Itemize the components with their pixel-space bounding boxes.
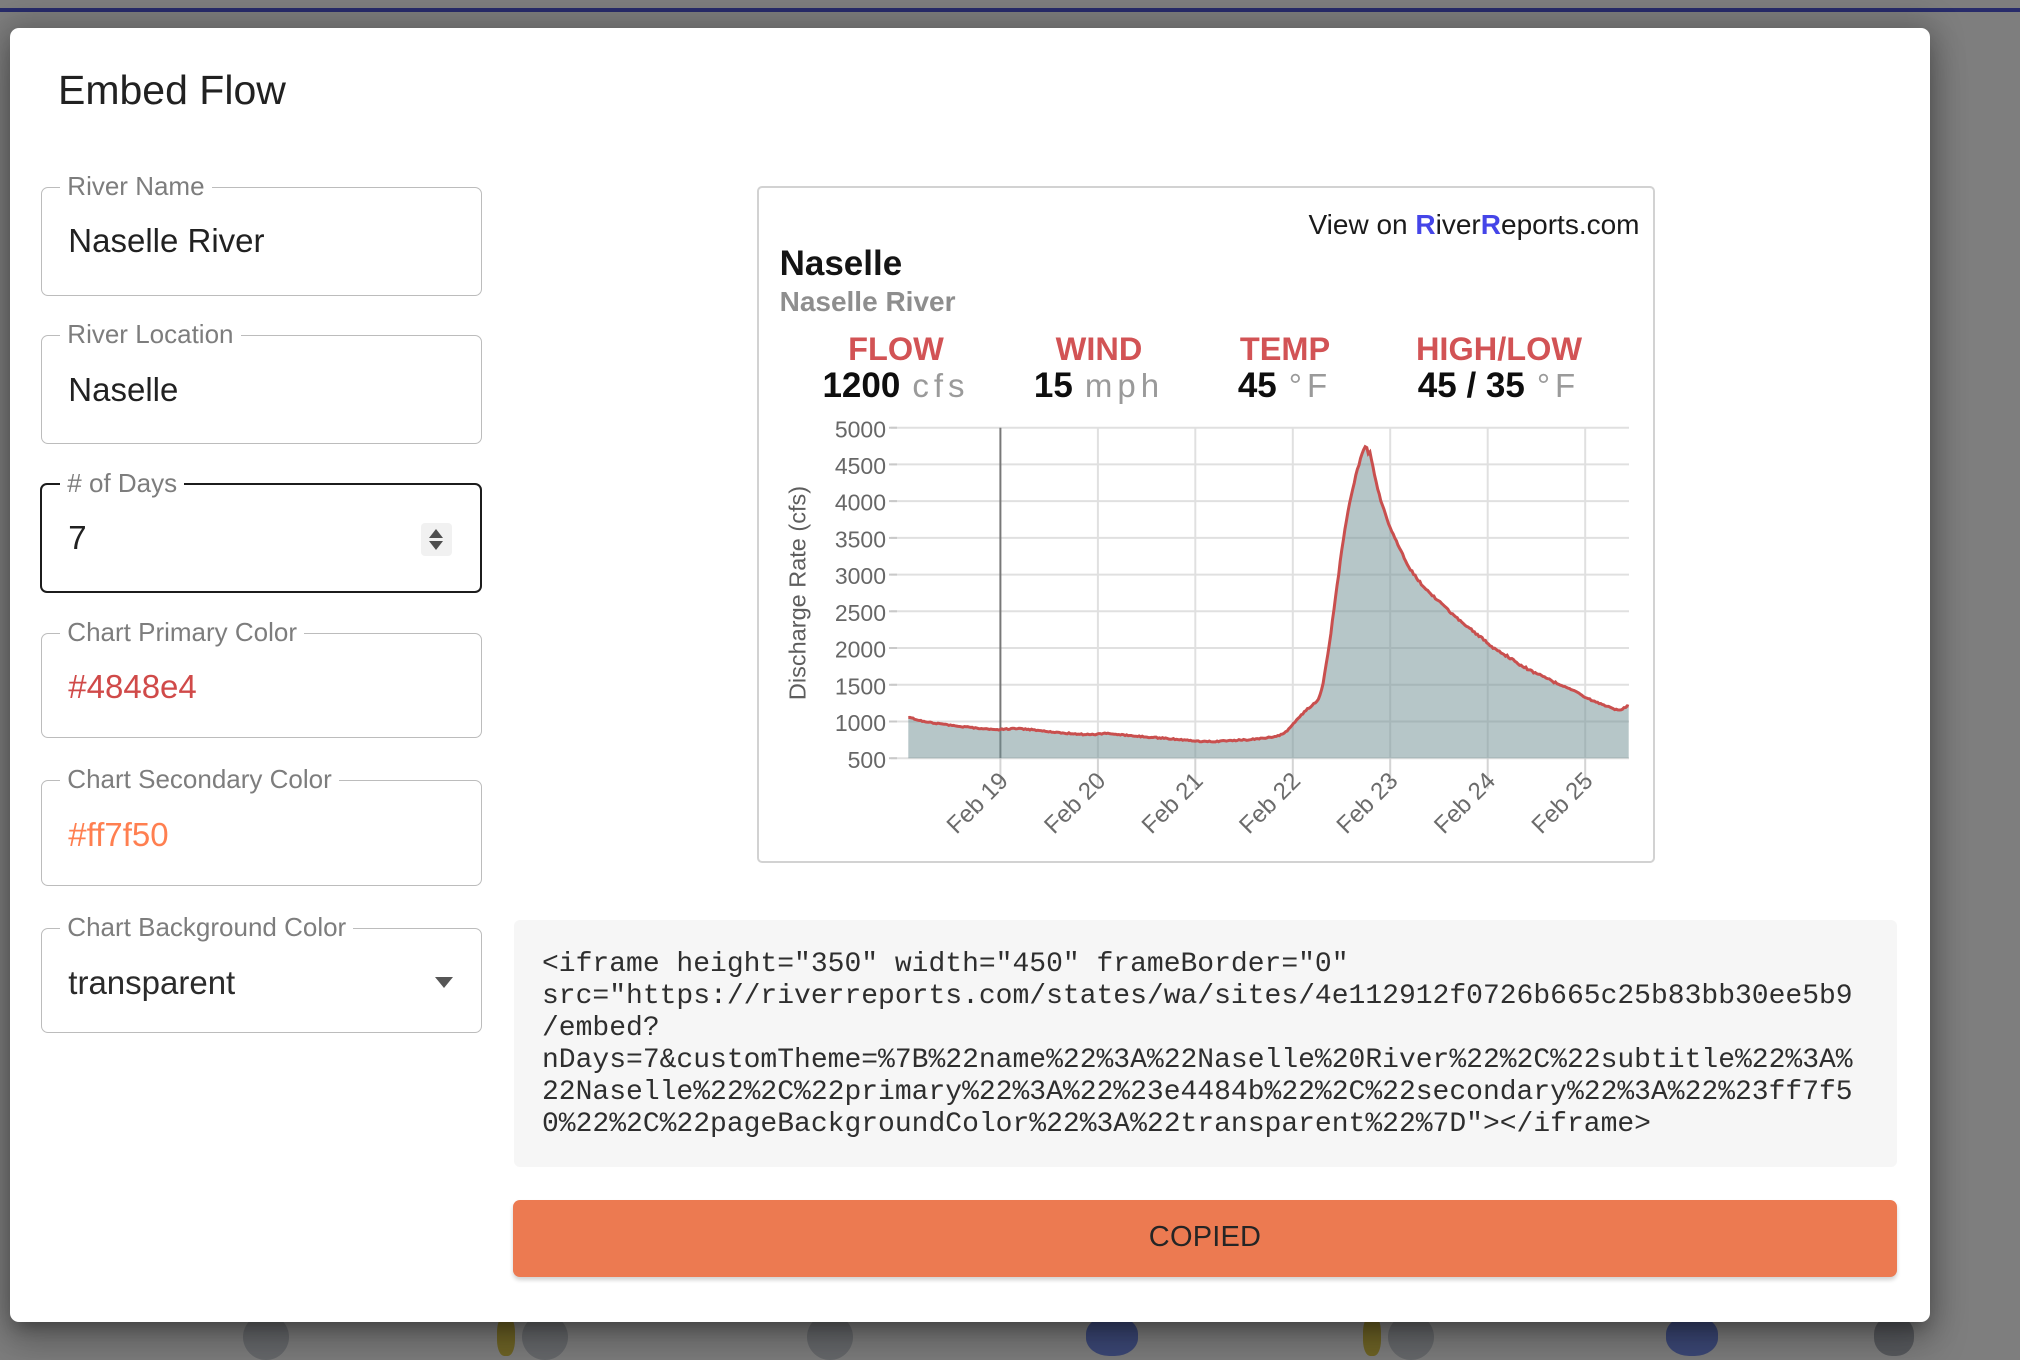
svg-text:1000: 1000 xyxy=(835,710,886,736)
svg-text:Feb 24: Feb 24 xyxy=(1429,767,1501,839)
svg-text:Feb 21: Feb 21 xyxy=(1137,767,1209,839)
svg-text:2000: 2000 xyxy=(835,637,886,663)
svg-text:3000: 3000 xyxy=(835,563,886,589)
svg-text:500: 500 xyxy=(848,747,886,773)
svg-text:4000: 4000 xyxy=(835,490,886,516)
svg-text:5000: 5000 xyxy=(835,416,886,442)
svg-text:Feb 19: Feb 19 xyxy=(942,767,1014,839)
svg-text:Feb 20: Feb 20 xyxy=(1039,767,1111,839)
svg-text:Feb 23: Feb 23 xyxy=(1332,767,1404,839)
svg-text:3500: 3500 xyxy=(835,527,886,553)
svg-text:4500: 4500 xyxy=(835,453,886,479)
svg-text:Discharge Rate (cfs): Discharge Rate (cfs) xyxy=(785,486,811,700)
svg-text:1500: 1500 xyxy=(835,673,886,699)
svg-text:Feb 22: Feb 22 xyxy=(1234,767,1306,839)
svg-text:2500: 2500 xyxy=(835,600,886,626)
svg-text:Feb 25: Feb 25 xyxy=(1527,767,1599,839)
